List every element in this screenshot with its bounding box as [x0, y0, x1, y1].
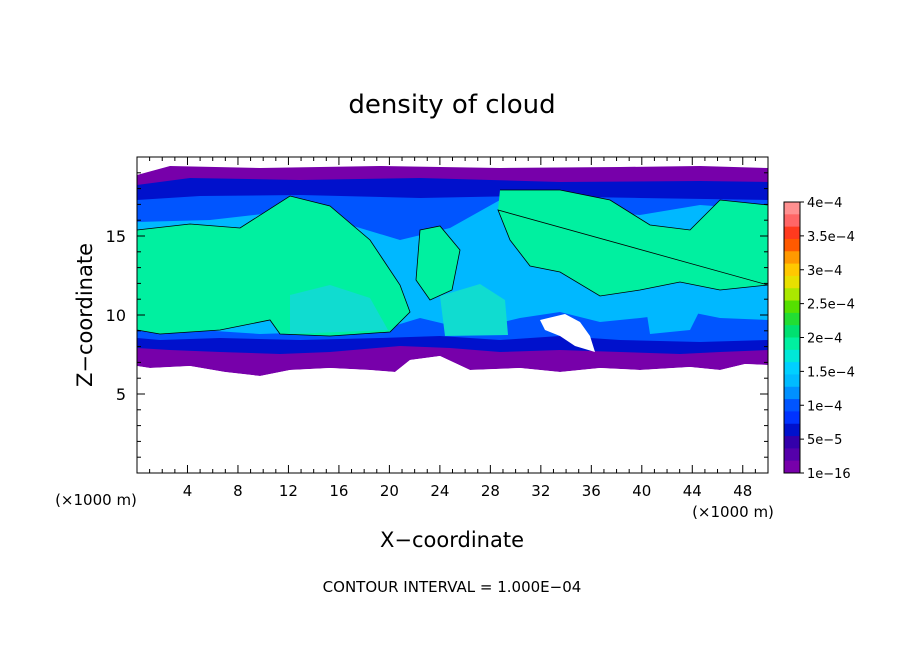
- colorbar-label: 4e−4: [807, 196, 842, 211]
- contour-line: [415, 225, 461, 301]
- colorbar-swatch: [784, 202, 800, 215]
- x-tick-label: 48: [733, 482, 752, 500]
- colorbar-label: 1e−4: [807, 399, 842, 414]
- y-tick-label: 10: [106, 306, 126, 325]
- colorbar-label: 5e−5: [807, 433, 842, 448]
- x-tick-label: 12: [279, 482, 298, 500]
- x-tick-label: 24: [430, 482, 449, 500]
- colorbar-swatch: [784, 448, 800, 462]
- colorbar-swatch: [784, 325, 800, 338]
- contour-line: [137, 195, 411, 337]
- colorbar-label: 3e−4: [807, 264, 842, 279]
- x-tick-label: 4: [183, 482, 193, 500]
- cloud-density-field: [137, 157, 768, 473]
- band-core-3: [416, 226, 460, 300]
- colorbar-swatch: [784, 214, 800, 228]
- colorbar-swatch: [784, 300, 800, 314]
- contour-interval-note: CONTOUR INTERVAL = 1.000E−04: [323, 578, 582, 596]
- y-tick-label: 5: [116, 385, 126, 404]
- x-axis-label: X−coordinate: [380, 528, 524, 552]
- colorbar-swatch: [784, 312, 800, 326]
- x-tick-label: 20: [380, 482, 399, 500]
- contour-line: [497, 189, 768, 297]
- x-tick-label: 44: [683, 482, 702, 500]
- colorbar-swatch: [784, 263, 800, 277]
- y-axis-label: Z−coordinate: [73, 243, 97, 387]
- colorbar-swatch: [784, 226, 800, 240]
- x-axis-ticks: 4 8 12 16 20 24 28 32 36 40 44 48: [149, 157, 756, 500]
- colorbar-swatch: [784, 349, 800, 363]
- colorbar-swatch: [784, 386, 800, 400]
- colorbar-swatch: [784, 288, 800, 302]
- colorbar-label: 1.5e−4: [807, 365, 855, 380]
- colorbar-swatch: [784, 374, 800, 388]
- colorbar-swatch: [784, 460, 800, 474]
- colorbar-swatch: [784, 337, 800, 351]
- colorbar-label: 2.5e−4: [807, 298, 855, 313]
- x-tick-label: 40: [632, 482, 651, 500]
- clear-region: [137, 356, 768, 473]
- colorbar-swatch: [784, 275, 800, 289]
- x-unit-right: (×1000 m): [692, 503, 774, 521]
- band-lower-lobe-3: [645, 296, 700, 334]
- x-tick-label: 28: [481, 482, 500, 500]
- x-tick-label: 32: [531, 482, 550, 500]
- colorbar-swatch: [784, 238, 800, 252]
- chart-title: density of cloud: [348, 90, 555, 120]
- x-tick-label: 8: [233, 482, 243, 500]
- colorbar-swatch: [784, 399, 800, 412]
- band-lower-lobe: [290, 285, 388, 334]
- colorbar-swatch: [784, 436, 800, 449]
- y-axis-ticks: 5 10 15: [106, 172, 768, 458]
- colorbar-swatch: [784, 411, 800, 425]
- band-core-2: [498, 190, 768, 296]
- colorbar: 4e−4 3.5e−4 3e−4 2.5e−4 2e−4 1.5e−4 1e−4 5e−5 1e…: [783, 196, 855, 482]
- y-tick-label: 15: [106, 227, 126, 246]
- colorbar-swatch: [784, 423, 800, 437]
- colorbar-label: 2e−4: [807, 332, 842, 347]
- x-tick-label: 36: [582, 482, 601, 500]
- band-lower-lobe-2: [440, 284, 508, 336]
- colorbar-swatch: [784, 251, 800, 265]
- x-unit-left: (×1000 m): [55, 491, 137, 509]
- colorbar-swatch: [784, 362, 800, 375]
- colorbar-label: 3.5e−4: [807, 230, 855, 245]
- colorbar-label: 1e−16: [807, 467, 851, 482]
- x-tick-label: 16: [329, 482, 348, 500]
- clear-region: [540, 314, 595, 352]
